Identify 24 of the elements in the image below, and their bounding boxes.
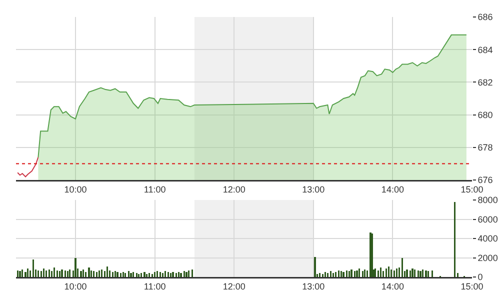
x-tick-label: 13:00 xyxy=(302,281,325,292)
y-tick-label: 682 xyxy=(478,77,493,88)
x-tick-label: 14:00 xyxy=(381,184,404,194)
x-tick-label: 10:00 xyxy=(64,184,87,194)
x-tick-label: 12:00 xyxy=(222,281,246,292)
y-tick-label: 4000 xyxy=(478,234,498,244)
y-tick-label: 8000 xyxy=(478,195,498,206)
y-tick-label: 2000 xyxy=(478,252,498,263)
y-tick-label: 680 xyxy=(478,110,493,120)
line-series xyxy=(17,156,39,178)
y-tick-label: 678 xyxy=(478,142,493,153)
y-tick-label: 6000 xyxy=(478,214,498,224)
x-tick-label: 11:00 xyxy=(144,281,166,292)
x-tick-label: 15:00 xyxy=(460,184,484,194)
y-tick-label: 0 xyxy=(478,272,483,282)
x-tick-label: 11:00 xyxy=(144,184,166,194)
x-tick-label: 12:00 xyxy=(222,184,246,194)
x-tick-label: 13:00 xyxy=(302,184,325,194)
y-tick-label: 676 xyxy=(478,175,493,186)
y-tick-label: 686 xyxy=(478,12,493,22)
x-tick-label: 15:00 xyxy=(460,281,484,292)
y-tick-label: 684 xyxy=(478,44,493,55)
x-tick-label: 14:00 xyxy=(381,281,404,292)
x-tick-label: 10:00 xyxy=(64,281,87,292)
